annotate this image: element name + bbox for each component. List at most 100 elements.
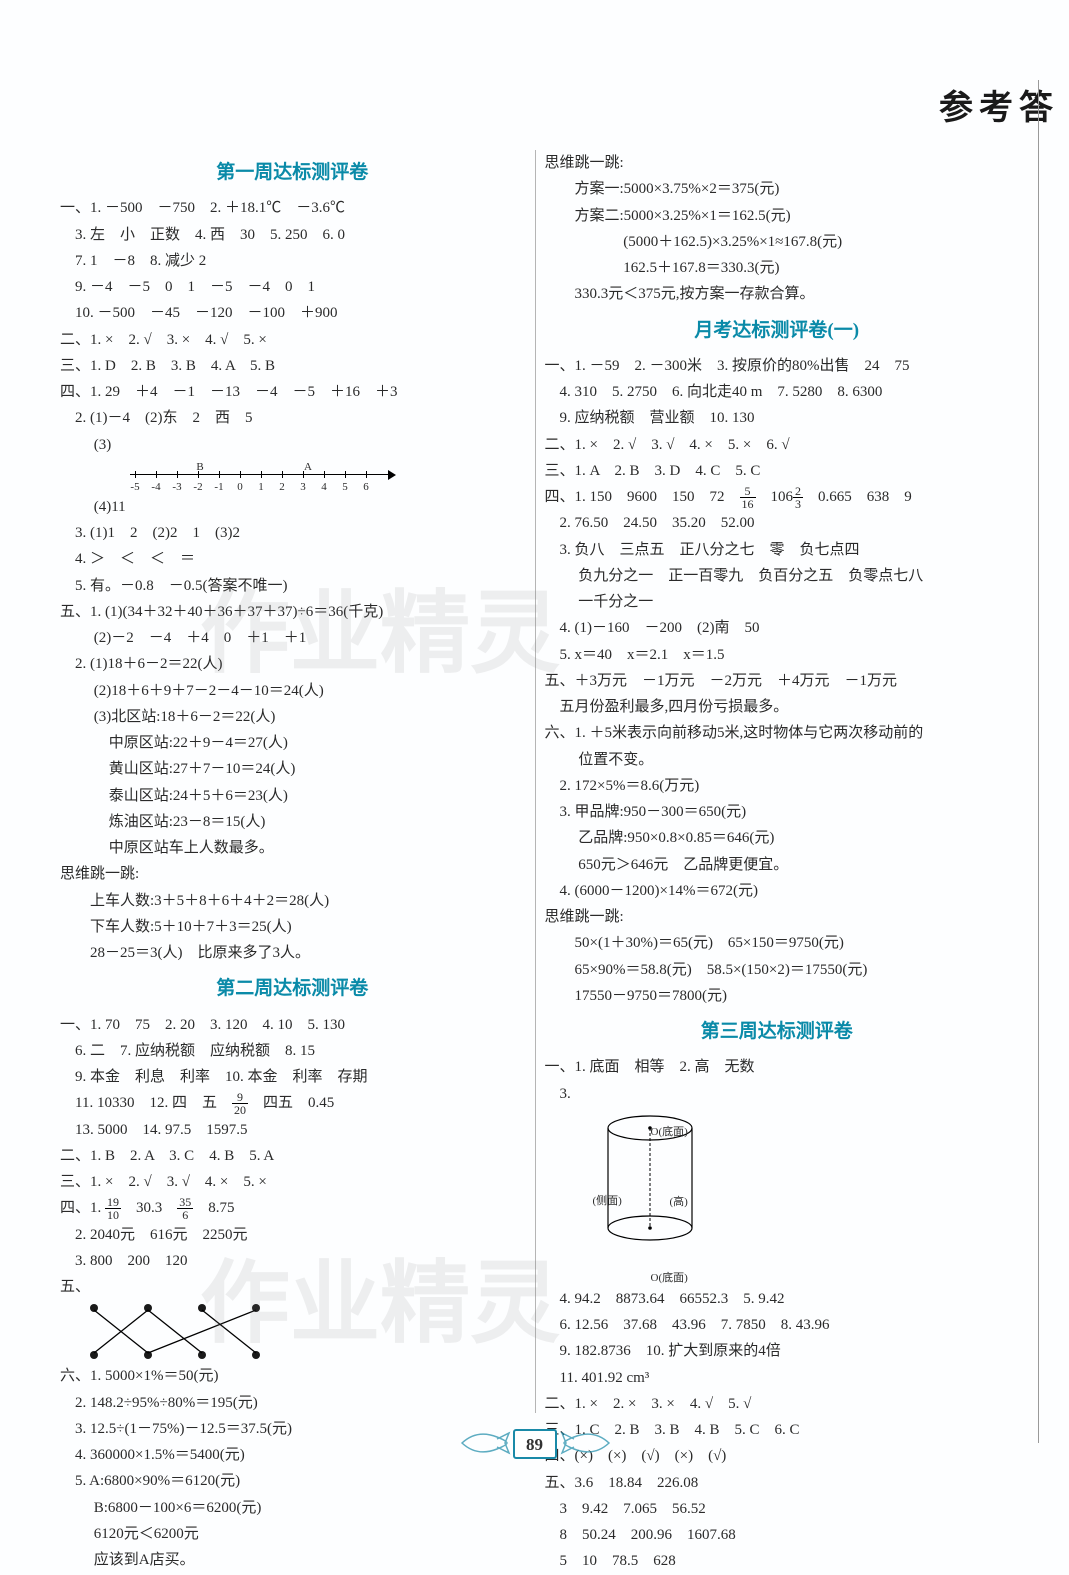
text-line: 一、1. －59 2. －300米 3. 按原价的80%出售 24 75 [545, 353, 1010, 379]
cyl-top: O(底面) [651, 1123, 786, 1142]
number-line-tick-label: -4 [151, 478, 160, 497]
text-line: 3. 负八 三点五 正八分之七 零 负七点四 [545, 537, 1010, 563]
text-line: 五、3.6 18.84 226.08 [545, 1470, 1010, 1496]
text-line: 11. 401.92 cm³ [545, 1365, 1010, 1391]
text-line: 乙品牌:950×0.8×0.85＝646(元) [545, 825, 1010, 851]
text-line: 9. 本金 利息 利率 10. 本金 利率 存期 [60, 1064, 525, 1090]
text-line: 162.5＋167.8＝330.3(元) [545, 255, 1010, 281]
text-line: 泰山区站:24＋5＋6＝23(人) [60, 783, 525, 809]
text-line: 四、(×) (×) (√) (×) (√) [545, 1443, 1010, 1469]
text-line: 65×90%＝58.8(元) 58.5×(150×2)＝17550(元) [545, 957, 1010, 983]
left-column: 第一周达标测评卷 一、1. －500 －750 2. ＋18.1℃ －3.6℃ … [60, 150, 525, 1575]
text-line: 方案二:5000×3.25%×1＝162.5(元) [545, 203, 1010, 229]
sec4b-lines: 4. 94.2 8873.64 66552.3 5. 9.42 6. 12.56… [545, 1286, 1010, 1575]
text-line: 8 50.24 200.96 1607.68 [545, 1522, 1010, 1548]
section-1-title: 第一周达标测评卷 [60, 156, 525, 189]
text-line: 3. 左 小 正数 4. 西 30 5. 250 6. 0 [60, 222, 525, 248]
text-line: 炼油区站:23－8＝15(人) [60, 809, 525, 835]
text-line: 3. [545, 1081, 1010, 1107]
text-line: 4. 94.2 8873.64 66552.3 5. 9.42 [545, 1286, 1010, 1312]
text-line: 2. 172×5%＝8.6(万元) [545, 773, 1010, 799]
text-line: 五月份盈利最多,四月份亏损最多。 [545, 694, 1010, 720]
text-line: 三、1. C 2. B 3. B 4. B 5. C 6. C [545, 1417, 1010, 1443]
sec4a-lines: 一、1. 底面 相等 2. 高 无数 3. [545, 1054, 1010, 1107]
matching-cross-diagram [90, 1304, 260, 1359]
fish-left-icon [457, 1427, 512, 1459]
sec3-fracline: 四、1. 150 9600 150 72 516 10623 0.665 638… [545, 484, 1010, 510]
number-line-tick-label: -5 [130, 478, 139, 497]
number-line-diagram: -5-4-3-2-10123456 B A [130, 462, 390, 492]
text-line: 7. 1 －8 8. 减少 2 [60, 248, 525, 274]
text-line: 3. (1)1 2 (2)2 1 (3)2 [60, 520, 525, 546]
text-line: 50×(1＋30%)＝65(元) 65×150＝9750(元) [545, 930, 1010, 956]
fish-right-icon [559, 1427, 614, 1459]
text-line: 方案一:5000×3.75%×2＝375(元) [545, 176, 1010, 202]
number-line-tick-label: -3 [172, 478, 181, 497]
text-line: 三、1. D 2. B 3. B 4. A 5. B [60, 353, 525, 379]
text-line: 思维跳一跳: [545, 904, 1010, 930]
text-line: 下车人数:5＋10＋7＋3＝25(人) [60, 914, 525, 940]
text-line: 中原区站:22＋9－4＝27(人) [60, 730, 525, 756]
text-line: 5. A:6800×90%＝6120(元) [60, 1468, 525, 1494]
text-line: 6. 12.56 37.68 43.96 7. 7850 8. 43.96 [545, 1312, 1010, 1338]
text-line: (4)11 [60, 494, 525, 520]
text-line: 2. 76.50 24.50 35.20 52.00 [545, 510, 1010, 536]
text-line: 330.3元＜375元,按方案一存款合算。 [545, 281, 1010, 307]
text-line: 5. x＝40 x＝2.1 x＝1.5 [545, 642, 1010, 668]
text-line: 17550－9750＝7800(元) [545, 983, 1010, 1009]
text-line: 4. 360000×1.5%＝5400(元) [60, 1442, 525, 1468]
sec3b-lines: 2. 76.50 24.50 35.20 52.00 3. 负八 三点五 正八分… [545, 510, 1010, 1009]
text-line: 四、1. 29 ＋4 －1 －13 －4 －5 ＋16 ＋3 [60, 379, 525, 405]
sec2c-lines: 13. 5000 14. 97.5 1597.5二、1. B 2. A 3. C… [60, 1117, 525, 1196]
text-line: 3. 甲品牌:950－300＝650(元) [545, 799, 1010, 825]
text-line: (2)18＋6＋9＋7－2－4－10＝24(人) [60, 678, 525, 704]
text-line: 五、 [60, 1274, 525, 1300]
text-line: 负九分之一 正一百零九 负百分之五 负零点七八 [545, 563, 1010, 589]
text-line: 三、1. A 2. B 3. D 4. C 5. C [545, 458, 1010, 484]
cyl-bottom: O(底面) [651, 1269, 786, 1288]
right-column: 思维跳一跳: 方案一:5000×3.75%×2＝375(元) 方案二:5000×… [545, 150, 1010, 1575]
number-line-tick-label: 3 [300, 478, 306, 497]
text-line: (3)北区站:18＋6－2＝22(人) [60, 704, 525, 730]
text-line: 二、1. × 2. √ 3. × 4. √ 5. × [60, 327, 525, 353]
sec1-lines: 一、1. －500 －750 2. ＋18.1℃ －3.6℃ 3. 左 小 正数… [60, 195, 525, 458]
pre-lines: 思维跳一跳: 方案一:5000×3.75%×2＝375(元) 方案二:5000×… [545, 150, 1010, 308]
text-line: 2. (1)18＋6－2＝22(人) [60, 651, 525, 677]
text-line: 三、1. × 2. √ 3. √ 4. × 5. × [60, 1169, 525, 1195]
sec2-lines: 一、1. 70 75 2. 20 3. 120 4. 10 5. 130 6. … [60, 1012, 525, 1091]
text-line: 位置不变。 [545, 747, 1010, 773]
text-line: 5 10 78.5 628 [545, 1548, 1010, 1574]
text-line: 2. 2040元 616元 2250元 [60, 1222, 525, 1248]
page-title: 参考答 [939, 80, 1059, 129]
text-line: 二、1. × 2. √ 3. √ 4. × 5. × 6. √ [545, 432, 1010, 458]
text-line: (3) [60, 432, 525, 458]
column-divider [535, 150, 536, 1413]
text-line: 3. 12.5÷(1－75%)－12.5＝37.5(元) [60, 1416, 525, 1442]
text-line: 10. －500 －45 －120 －100 ＋900 [60, 300, 525, 326]
text-line: 9. －4 －5 0 1 －5 －4 0 1 [60, 274, 525, 300]
text-line: 4. (6000－1200)×14%＝672(元) [545, 878, 1010, 904]
page-number: 89 [513, 1429, 557, 1459]
number-line-tick-label: 4 [321, 478, 327, 497]
number-line-tick-label: -2 [193, 478, 202, 497]
text-line: 3. 800 200 120 [60, 1248, 525, 1274]
section-3-title: 月考达标测评卷(一) [545, 314, 1010, 347]
sec2d-lines: 2. 2040元 616元 2250元 3. 800 200 120五、 [60, 1222, 525, 1301]
text-line: 6120元＜6200元 [60, 1521, 525, 1547]
cyl-height: (高) [670, 1193, 805, 1212]
text-line: 二、1. × 2. × 3. × 4. √ 5. √ [545, 1391, 1010, 1417]
text-line: 思维跳一跳: [60, 861, 525, 887]
text-line: 6. 二 7. 应纳税额 应纳税额 8. 15 [60, 1038, 525, 1064]
text-line: 应该到A店买。 [60, 1547, 525, 1573]
text-line: 2. (1)－4 (2)东 2 西 5 [60, 405, 525, 431]
sec2e-lines: 六、1. 5000×1%＝50(元) 2. 148.2÷95%÷80%＝195(… [60, 1363, 525, 1573]
text-line: 5. 有。－0.8 －0.5(答案不唯一) [60, 573, 525, 599]
number-line-tick-label: 0 [237, 478, 243, 497]
text-line: B:6800－100×6＝6200(元) [60, 1495, 525, 1521]
text-line: 二、1. B 2. A 3. C 4. B 5. A [60, 1143, 525, 1169]
text-line: 4. ＞ ＜ ＜ ＝ [60, 546, 525, 572]
text-line: 13. 5000 14. 97.5 1597.5 [60, 1117, 525, 1143]
text-line: 9. 182.8736 10. 扩大到原来的4倍 [545, 1338, 1010, 1364]
text-line: 思维跳一跳: [545, 150, 1010, 176]
text-line: 4. 310 5. 2750 6. 向北走40 m 7. 5280 8. 630… [545, 379, 1010, 405]
